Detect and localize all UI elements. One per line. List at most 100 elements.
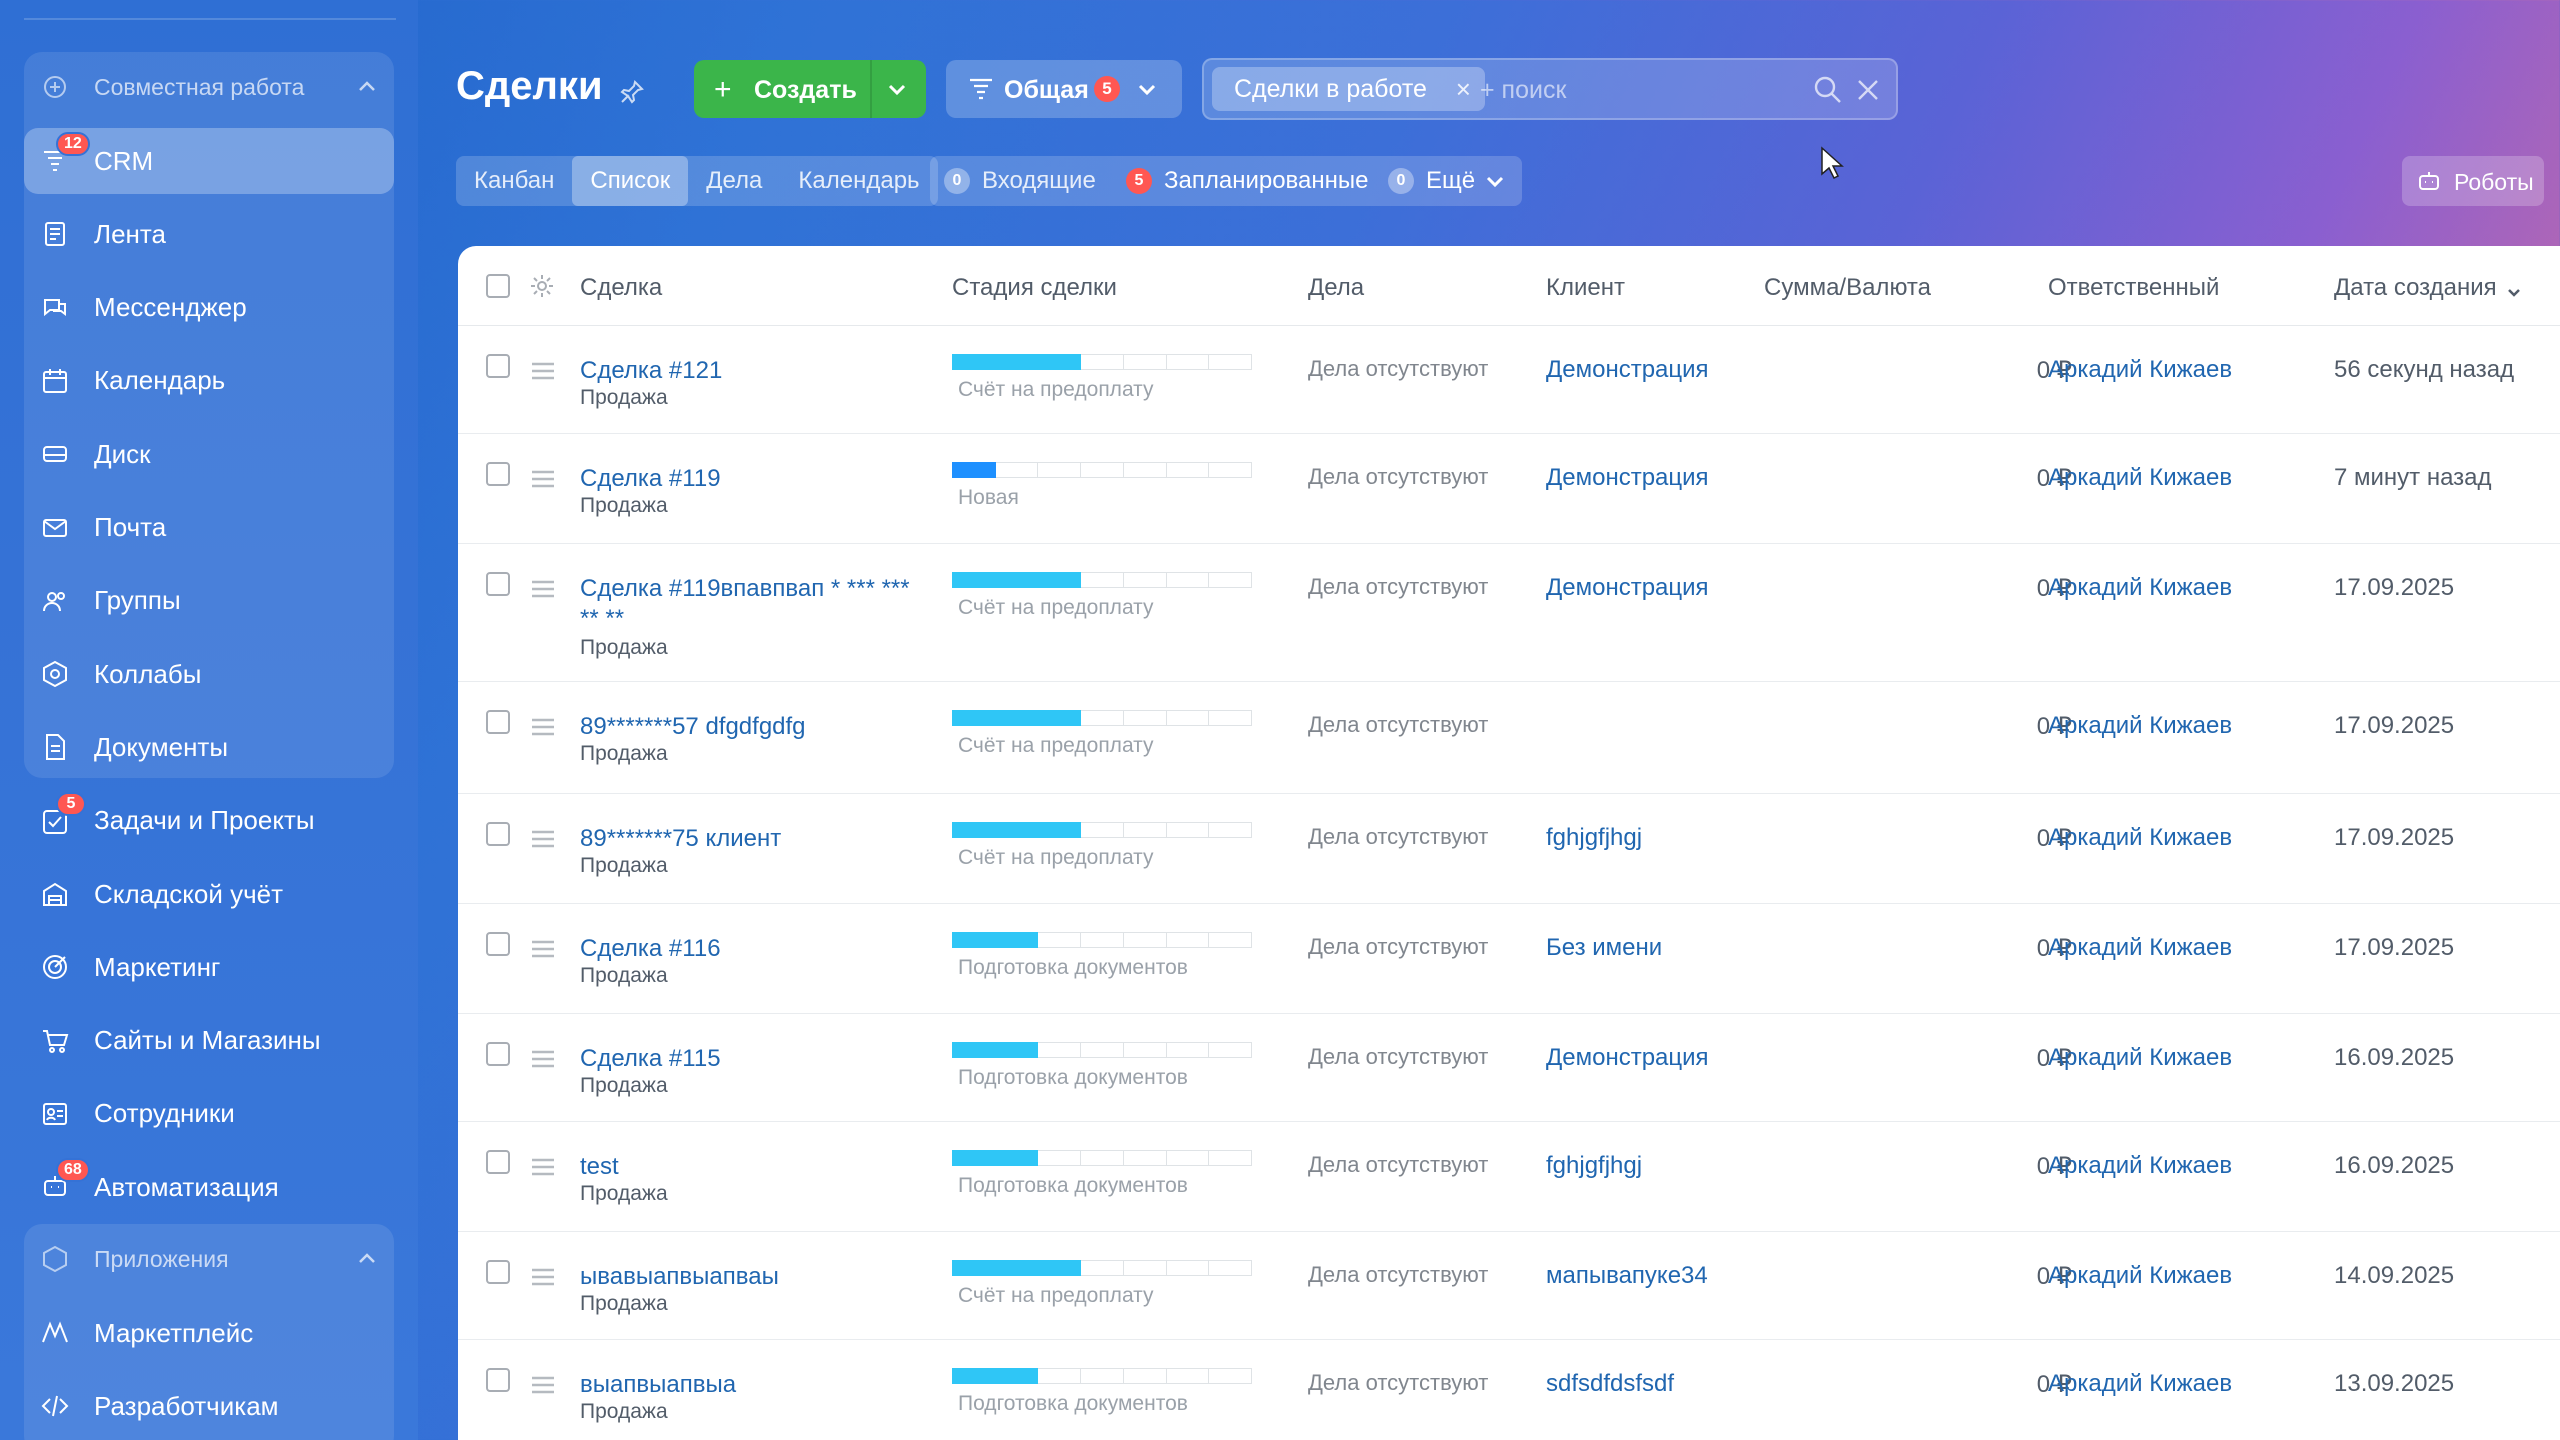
stage-segment[interactable] xyxy=(1166,822,1210,838)
chip-close-icon[interactable]: × xyxy=(1455,74,1471,104)
stage-segment[interactable] xyxy=(1209,932,1253,948)
stage-progress-bar[interactable] xyxy=(952,1368,1253,1384)
stage-segment[interactable] xyxy=(1081,932,1124,948)
stage-segment[interactable] xyxy=(952,1368,996,1384)
table-row[interactable]: test Продажа Подготовка документов Дела отс… xyxy=(458,1122,2560,1232)
stage-segment[interactable] xyxy=(1166,354,1210,370)
stage-segment[interactable] xyxy=(1123,462,1167,478)
drag-handle-icon[interactable] xyxy=(530,470,556,488)
sidebar-item-mail[interactable]: Почта xyxy=(24,495,394,561)
stage-segment[interactable] xyxy=(1123,932,1167,948)
responsible-link[interactable]: Аркадий Кижаев xyxy=(2048,1262,2233,1289)
sidebar-item-code[interactable]: Разработчикам xyxy=(24,1373,394,1439)
stage-segment[interactable] xyxy=(995,1260,1039,1276)
responsible-link[interactable]: Аркадий Кижаев xyxy=(2048,934,2233,961)
stage-segment[interactable] xyxy=(952,462,996,478)
row-checkbox[interactable] xyxy=(486,1042,510,1066)
stage-segment[interactable] xyxy=(1038,354,1082,370)
stage-progress-bar[interactable] xyxy=(952,462,1253,478)
stage-segment[interactable] xyxy=(1123,1368,1167,1384)
stage-segment[interactable] xyxy=(1123,822,1167,838)
stage-segment[interactable] xyxy=(1209,1260,1253,1276)
responsible-link[interactable]: Аркадий Кижаев xyxy=(2048,464,2233,491)
responsible-link[interactable]: Аркадий Кижаев xyxy=(2048,574,2233,601)
stage-segment[interactable] xyxy=(1123,572,1167,588)
stage-segment[interactable] xyxy=(1209,1150,1253,1166)
deal-title-link[interactable]: Сделка #119впавпвап * *** *** ** ** xyxy=(580,575,910,632)
tab-view[interactable]: Календарь xyxy=(798,167,920,194)
client-link[interactable]: Демонстрация xyxy=(1546,356,1709,383)
drag-handle-icon[interactable] xyxy=(530,1376,556,1394)
sidebar-item-crm-funnel[interactable]: CRM 12 xyxy=(24,128,394,194)
tab-view[interactable]: Канбан xyxy=(474,167,555,194)
sidebar-item-shop-cart[interactable]: Сайты и Магазины xyxy=(24,1008,394,1074)
stage-segment[interactable] xyxy=(1123,710,1167,726)
stage-segment[interactable] xyxy=(1081,1368,1124,1384)
column-header-date[interactable]: Дата создания xyxy=(2334,274,2523,302)
stage-segment[interactable] xyxy=(1209,710,1253,726)
responsible-link[interactable]: Аркадий Кижаев xyxy=(2048,1152,2233,1179)
stage-segment[interactable] xyxy=(1166,1150,1210,1166)
column-header-deal[interactable]: Сделка xyxy=(580,274,663,301)
stage-progress-bar[interactable] xyxy=(952,1260,1253,1276)
stage-segment[interactable] xyxy=(1038,822,1082,838)
deal-title-link[interactable]: test xyxy=(580,1153,619,1180)
sidebar-section-apps[interactable]: Приложения xyxy=(24,1226,394,1292)
sidebar-item-feed[interactable]: Лента xyxy=(24,201,394,267)
sidebar-item-tasks[interactable]: Задачи и Проекты 5 xyxy=(24,788,394,854)
table-row[interactable]: Сделка #119 Продажа Новая Дела отсутствуют Д… xyxy=(458,434,2560,544)
client-link[interactable]: Демонстрация xyxy=(1546,574,1709,601)
stage-segment[interactable] xyxy=(995,1150,1039,1166)
stage-segment[interactable] xyxy=(952,1042,996,1058)
deal-title-link[interactable]: 89*******75 клиент xyxy=(580,825,782,852)
stage-segment[interactable] xyxy=(1038,1042,1082,1058)
stage-segment[interactable] xyxy=(995,1368,1039,1384)
stage-segment[interactable] xyxy=(995,710,1039,726)
table-row[interactable]: выапвыапвыа Продажа Подготовка документов Д… xyxy=(458,1340,2560,1440)
drag-handle-icon[interactable] xyxy=(530,1268,556,1286)
stage-segment[interactable] xyxy=(1038,1368,1082,1384)
stage-segment[interactable] xyxy=(1038,1150,1082,1166)
tab-view[interactable]: Дела xyxy=(706,167,763,194)
stage-segment[interactable] xyxy=(1166,1368,1210,1384)
counter-incoming[interactable]: 0 Входящие xyxy=(944,156,1096,206)
stage-segment[interactable] xyxy=(1123,1042,1167,1058)
chevron-down-icon[interactable] xyxy=(884,76,910,102)
stage-segment[interactable] xyxy=(1081,354,1124,370)
stage-segment[interactable] xyxy=(952,1150,996,1166)
stage-segment[interactable] xyxy=(995,1042,1039,1058)
client-link[interactable]: fghjgfjhgj xyxy=(1546,824,1643,851)
table-row[interactable]: Сделка #116 Продажа Подготовка документов Д… xyxy=(458,904,2560,1014)
row-checkbox[interactable] xyxy=(486,932,510,956)
row-checkbox[interactable] xyxy=(486,710,510,734)
row-checkbox[interactable] xyxy=(486,1368,510,1392)
sidebar-item-warehouse[interactable]: Складской учёт xyxy=(24,861,394,927)
stage-segment[interactable] xyxy=(952,354,996,370)
client-link[interactable]: Демонстрация xyxy=(1546,464,1709,491)
table-row[interactable]: Сделка #115 Продажа Подготовка документов Д… xyxy=(458,1014,2560,1122)
gear-icon[interactable] xyxy=(528,272,556,300)
search-box[interactable]: Сделки в работе × xyxy=(1202,58,1898,120)
stage-segment[interactable] xyxy=(1166,462,1210,478)
stage-segment[interactable] xyxy=(1209,354,1253,370)
stage-segment[interactable] xyxy=(1038,932,1082,948)
column-header-responsible[interactable]: Ответственный xyxy=(2048,274,2220,301)
stage-segment[interactable] xyxy=(995,354,1039,370)
search-icon[interactable] xyxy=(1812,74,1844,106)
stage-progress-bar[interactable] xyxy=(952,710,1253,726)
client-link[interactable]: мапывапуке34 xyxy=(1546,1262,1708,1289)
client-link[interactable]: fghjgfjhgj xyxy=(1546,1152,1643,1179)
stage-segment[interactable] xyxy=(952,710,996,726)
stage-segment[interactable] xyxy=(952,1260,996,1276)
stage-segment[interactable] xyxy=(1166,932,1210,948)
sidebar-section-collab[interactable]: Совместная работа xyxy=(24,54,394,120)
stage-progress-bar[interactable] xyxy=(952,572,1253,588)
row-checkbox[interactable] xyxy=(486,1260,510,1284)
drag-handle-icon[interactable] xyxy=(530,580,556,598)
sidebar-item-calendar[interactable]: Календарь xyxy=(24,348,394,414)
responsible-link[interactable]: Аркадий Кижаев xyxy=(2048,1044,2233,1071)
stage-segment[interactable] xyxy=(995,462,1039,478)
counter-planned[interactable]: 5 Запланированные xyxy=(1126,156,1368,206)
tab-view[interactable]: Список xyxy=(572,156,689,206)
create-button[interactable]: + Создать xyxy=(694,60,926,118)
